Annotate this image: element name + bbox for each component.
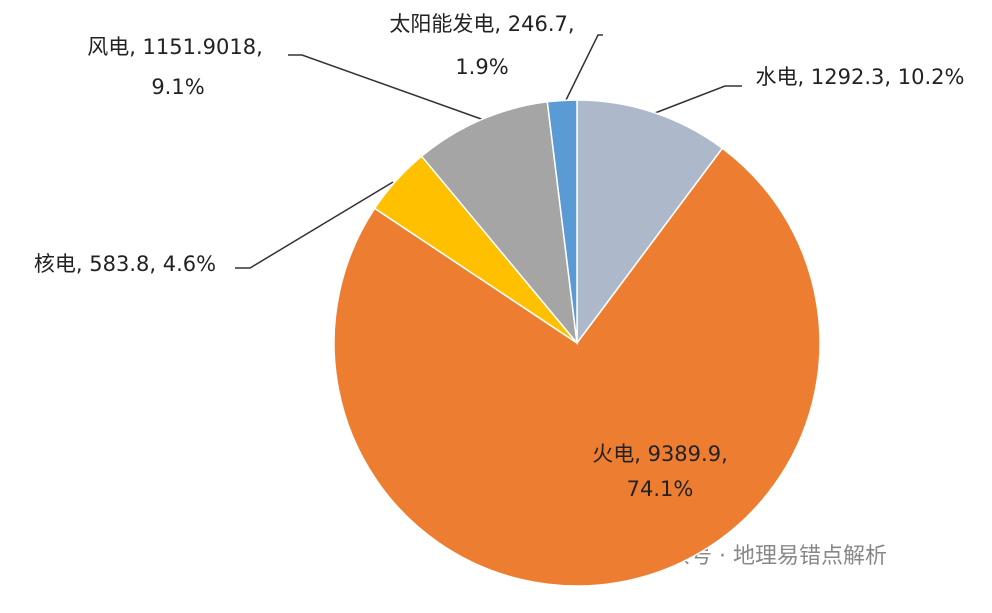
- data-label: 太阳能发电, 246.7,: [389, 12, 574, 36]
- leader-line: [654, 85, 742, 114]
- pie-slice: [576, 99, 724, 346]
- leader-line: [235, 181, 394, 269]
- data-label: 核电, 583.8, 4.6%: [34, 252, 216, 276]
- leaders: [235, 34, 742, 269]
- data-label: 74.1%: [627, 477, 694, 501]
- data-label: 1.9%: [455, 55, 508, 79]
- pie-slice: [333, 147, 821, 587]
- leader-line: [565, 34, 603, 101]
- leader-line: [288, 54, 485, 121]
- pie-slice: [420, 100, 579, 346]
- data-label: 风电, 1151.9018,: [87, 35, 263, 59]
- data-label: 水电, 1292.3, 10.2%: [756, 65, 965, 89]
- data-label: 9.1%: [151, 75, 204, 99]
- data-label: 火电, 9389.9,: [592, 442, 728, 466]
- pie-slice: [546, 99, 578, 344]
